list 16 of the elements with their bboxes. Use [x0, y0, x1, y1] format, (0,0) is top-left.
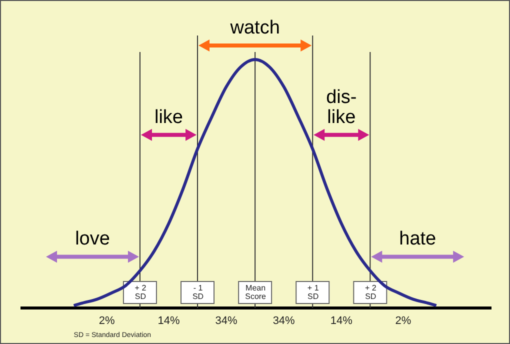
x-tick-label: + 1 SD: [307, 283, 320, 301]
x-tick-label: + 2 SD: [364, 283, 377, 301]
text: 2%: [98, 315, 116, 328]
x-tick-label: Mean Score: [245, 283, 267, 301]
text: watch: [229, 17, 280, 38]
text: 14%: [158, 315, 180, 328]
annotation: dis- like: [326, 86, 357, 128]
text: 34%: [215, 315, 238, 328]
annotation: love: [75, 228, 110, 250]
x-tick-label: - 1 SD: [192, 283, 204, 301]
text: 2%: [395, 315, 412, 328]
text: 34%: [272, 315, 296, 328]
annotation: like: [154, 106, 183, 128]
x-tick-label: + 2 SD: [134, 283, 147, 301]
annotation: hate: [399, 228, 436, 250]
text: 14%: [330, 315, 353, 328]
